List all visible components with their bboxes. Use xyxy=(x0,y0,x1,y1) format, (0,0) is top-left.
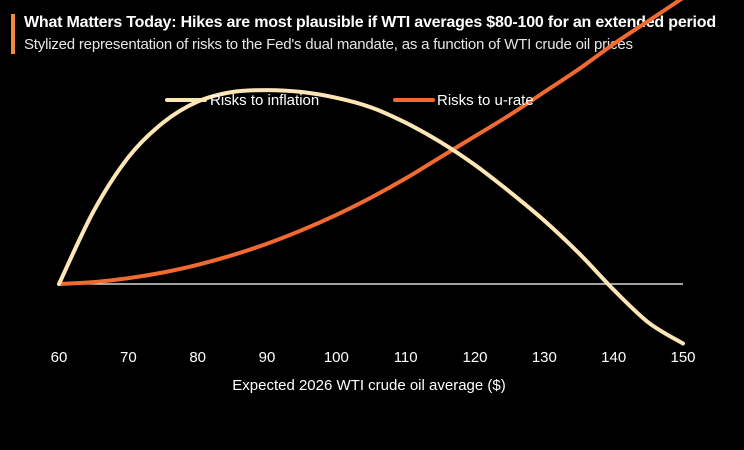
x-tick-label: 80 xyxy=(189,349,206,366)
x-tick-label: 140 xyxy=(601,349,626,366)
x-tick-label: 60 xyxy=(51,349,68,366)
series-line-risks-to-inflation xyxy=(57,88,685,346)
x-tick-label: 90 xyxy=(259,349,276,366)
legend-label-risks-to-inflation: Risks to inflation xyxy=(210,92,319,109)
x-tick-label: 130 xyxy=(532,349,557,366)
chart-title: What Matters Today: Hikes are most plaus… xyxy=(24,14,716,31)
x-axis-title: Expected 2026 WTI crude oil average ($) xyxy=(232,377,505,394)
legend-label-risks-to-u-rate: Risks to u-rate xyxy=(437,92,534,109)
x-tick-label: 100 xyxy=(324,349,349,366)
title-accent-bar xyxy=(11,14,15,54)
chart-subtitle: Stylized representation of risks to the … xyxy=(24,36,633,53)
x-tick-label: 120 xyxy=(462,349,487,366)
x-tick-label: 70 xyxy=(120,349,137,366)
series-line-risks-to-u-rate xyxy=(57,0,684,286)
x-tick-label: 150 xyxy=(670,349,695,366)
x-tick-label: 110 xyxy=(394,349,418,366)
